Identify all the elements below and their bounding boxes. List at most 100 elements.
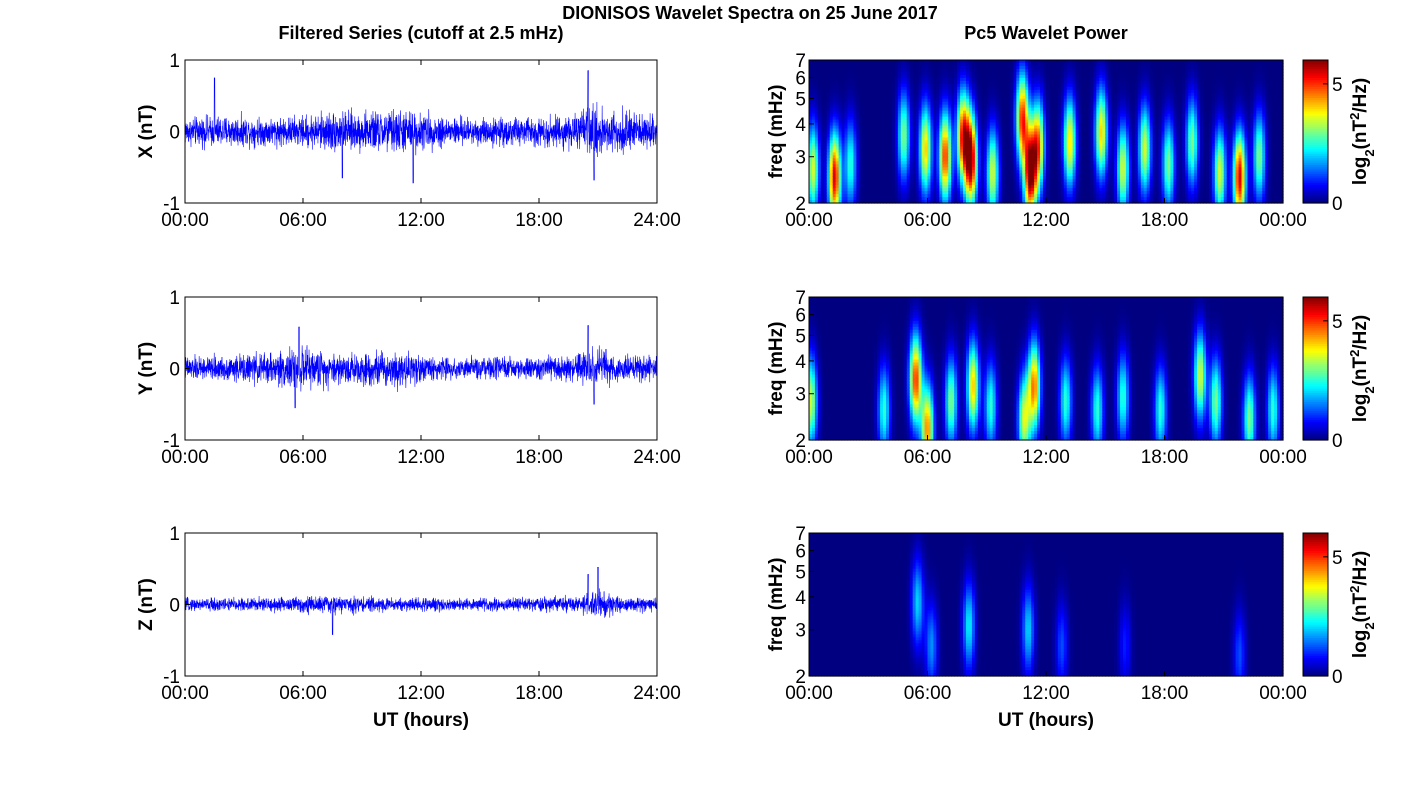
- heatmap-cell: [903, 146, 908, 150]
- heatmap-cell: [1040, 167, 1044, 171]
- heatmap-cell: [868, 119, 872, 124]
- heatmap-cell: [814, 167, 819, 171]
- heatmap-cell: [963, 200, 967, 204]
- heatmap-cell: [877, 140, 881, 145]
- heatmap-cell: [900, 194, 905, 198]
- heatmap-cell: [977, 158, 982, 162]
- heatmap-cell: [1010, 200, 1015, 204]
- heatmap-cell: [939, 101, 943, 106]
- heatmap-cell: [883, 182, 887, 186]
- heatmap-cell: [942, 110, 946, 115]
- heatmap-cell: [1046, 134, 1050, 139]
- heatmap-cell: [1019, 80, 1023, 85]
- heatmap-cell: [903, 113, 908, 118]
- heatmap-cell: [862, 167, 866, 171]
- heatmap-cell: [945, 74, 949, 79]
- heatmap-cell: [1019, 176, 1023, 180]
- heatmap-cell: [966, 182, 970, 186]
- heatmap-cell: [838, 161, 843, 165]
- heatmap-cell: [886, 161, 890, 165]
- heatmap-cell: [826, 149, 831, 153]
- heatmap-cell: [1046, 77, 1050, 82]
- heatmap-cell: [936, 173, 940, 177]
- heatmap-cell: [897, 74, 902, 79]
- heatmap-cell: [900, 191, 905, 195]
- heatmap-cell: [942, 131, 946, 136]
- heatmap-cell: [939, 65, 943, 70]
- heatmap-cell: [1037, 188, 1041, 192]
- heatmap-cell: [856, 77, 860, 82]
- heatmap-cell: [924, 62, 929, 67]
- heatmap-cell: [844, 176, 849, 180]
- heatmap-cell: [1069, 80, 1074, 85]
- heatmap-cell: [814, 143, 819, 147]
- heatmap-cell: [874, 164, 878, 168]
- heatmap-cell: [841, 60, 846, 64]
- heatmap-cell: [1007, 95, 1012, 100]
- heatmap-cell: [1034, 107, 1038, 112]
- heatmap-cell: [1043, 134, 1047, 139]
- heatmap-cell: [936, 149, 940, 153]
- heatmap-cell: [1046, 167, 1050, 171]
- heatmap-cell: [1016, 65, 1020, 70]
- heatmap-cell: [939, 77, 943, 82]
- heatmap-cell: [838, 98, 843, 103]
- heatmap-cell: [826, 155, 831, 159]
- heatmap-cell: [809, 158, 813, 162]
- heatmap-cell: [945, 167, 949, 171]
- heatmap-cell: [1048, 65, 1053, 70]
- heatmap-cell: [939, 173, 943, 177]
- heatmap-cell: [829, 104, 834, 109]
- heatmap-cell: [1010, 167, 1015, 171]
- heatmap-cell: [1010, 143, 1015, 147]
- heatmap-cell: [883, 128, 887, 133]
- heatmap-cell: [1066, 143, 1071, 147]
- heatmap-cell: [835, 140, 840, 145]
- heatmap-cell: [1040, 95, 1044, 100]
- heatmap-cell: [977, 89, 982, 94]
- heatmap-cell: [1034, 197, 1038, 201]
- heatmap-cell: [918, 98, 923, 103]
- heatmap-cell: [826, 83, 831, 88]
- x-tick-label: 24:00: [633, 447, 681, 468]
- heatmap-cell: [897, 77, 902, 82]
- heatmap-cell: [942, 167, 946, 171]
- heatmap-cell: [992, 185, 997, 189]
- heatmap-cell: [1051, 60, 1056, 64]
- heatmap-cell: [1034, 170, 1038, 174]
- heatmap-cell: [811, 197, 816, 201]
- heatmap-cell: [1031, 107, 1035, 112]
- heatmap-cell: [983, 155, 988, 159]
- heatmap-cell: [897, 143, 902, 147]
- heatmap-cell: [939, 179, 943, 183]
- heatmap-cell: [957, 110, 961, 115]
- heatmap-cell: [817, 86, 822, 91]
- heatmap-cell: [968, 89, 973, 94]
- heatmap-cell: [1034, 104, 1038, 109]
- heatmap-cell: [850, 98, 855, 103]
- heatmap-cell: [903, 95, 908, 100]
- heatmap-cell: [915, 143, 920, 147]
- heatmap-cell: [847, 167, 852, 171]
- heatmap-cell: [939, 149, 943, 153]
- heatmap-cell: [883, 83, 887, 88]
- heatmap-cell: [968, 116, 973, 121]
- heatmap-cell: [844, 182, 849, 186]
- heatmap-cell: [1057, 191, 1062, 195]
- heatmap-cell: [980, 98, 985, 103]
- heatmap-cell: [814, 62, 819, 67]
- heatmap-cell: [817, 116, 822, 121]
- heatmap-cell: [924, 71, 929, 76]
- heatmap-cell: [1001, 158, 1006, 162]
- heatmap-cell: [891, 125, 896, 130]
- heatmap-cell: [971, 113, 976, 118]
- heatmap-cell: [1043, 140, 1047, 145]
- heatmap-cell: [1048, 113, 1053, 118]
- heatmap-cell: [820, 140, 825, 145]
- heatmap-cell: [971, 83, 976, 88]
- heatmap-cell: [1060, 128, 1065, 133]
- heatmap-cell: [989, 116, 994, 121]
- heatmap-cell: [1001, 104, 1006, 109]
- heatmap-cell: [1034, 77, 1038, 82]
- heatmap-cell: [992, 107, 997, 112]
